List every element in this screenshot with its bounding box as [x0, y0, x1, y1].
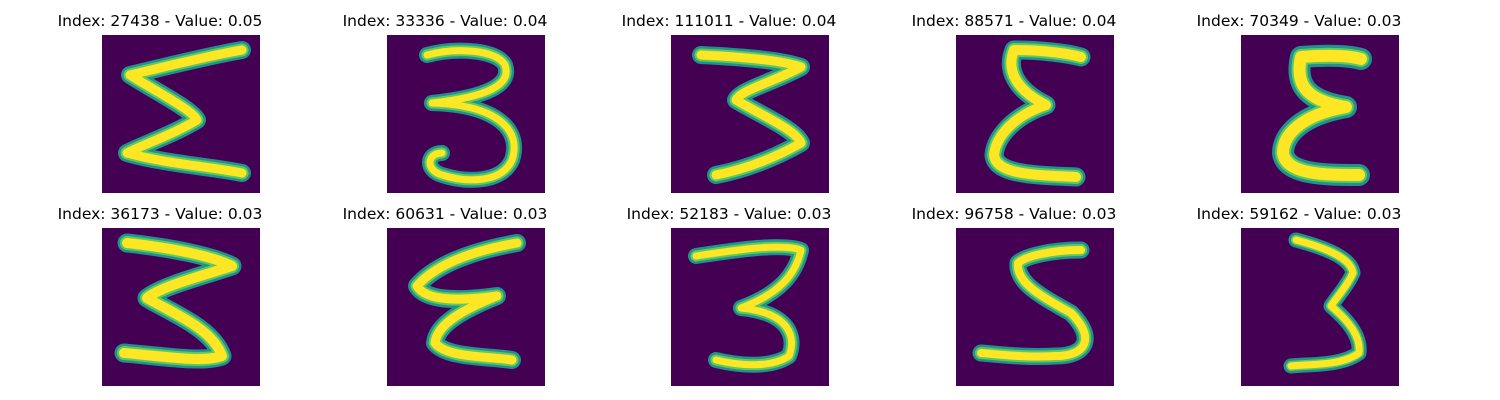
panel-title: Index: 36173 - Value: 0.03 — [57, 205, 263, 223]
digit-glyph — [387, 228, 545, 386]
digit-image — [1241, 228, 1399, 386]
digit-image — [102, 228, 260, 386]
digit-image — [956, 228, 1114, 386]
digit-image — [102, 35, 260, 193]
panel-title: Index: 60631 - Value: 0.03 — [342, 205, 548, 223]
panel-title: Index: 59162 - Value: 0.03 — [1196, 205, 1402, 223]
digit-glyph — [956, 35, 1114, 193]
digit-glyph — [102, 228, 260, 386]
digit-glyph — [671, 228, 829, 386]
panel-title: Index: 111011 - Value: 0.04 — [621, 12, 837, 30]
digit-image — [671, 228, 829, 386]
digit-glyph — [671, 35, 829, 193]
digit-image — [387, 228, 545, 386]
digit-image — [956, 35, 1114, 193]
digit-glyph — [387, 35, 545, 193]
panel-title: Index: 88571 - Value: 0.04 — [911, 12, 1117, 30]
panel-title: Index: 33336 - Value: 0.04 — [342, 12, 548, 30]
digit-glyph — [102, 35, 260, 193]
digit-glyph — [1241, 35, 1399, 193]
digit-image — [671, 35, 829, 193]
panel-title: Index: 52183 - Value: 0.03 — [626, 205, 832, 223]
digit-glyph — [1241, 228, 1399, 386]
panel-title: Index: 27438 - Value: 0.05 — [57, 12, 263, 30]
digit-glyph — [956, 228, 1114, 386]
panel-title: Index: 70349 - Value: 0.03 — [1196, 12, 1402, 30]
digit-image — [387, 35, 545, 193]
panel-title: Index: 96758 - Value: 0.03 — [911, 205, 1117, 223]
digit-image — [1241, 35, 1399, 193]
